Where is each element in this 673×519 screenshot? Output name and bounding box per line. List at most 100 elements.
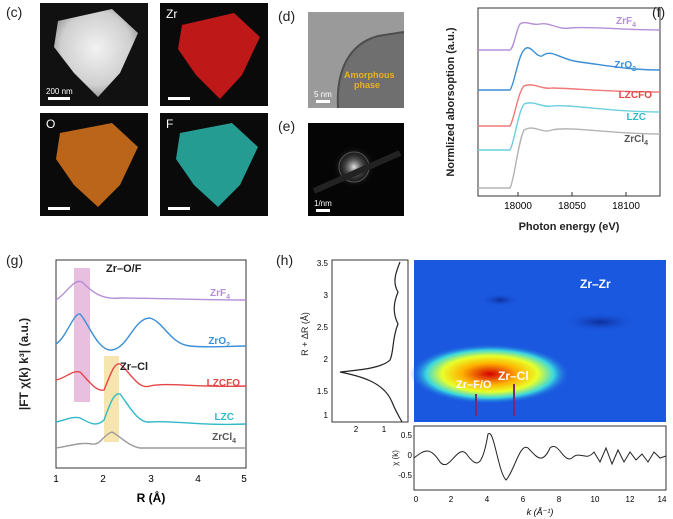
haadf-scalebar-text: 200 nm: [46, 87, 73, 96]
wt-yticks: 3.5 3 2.5 2 1.5 1: [317, 259, 329, 420]
wt-hotspot: [410, 344, 570, 404]
wt-ytick-35: 3.5: [317, 259, 329, 268]
xanes-legend-zro2: ZrO2: [614, 60, 636, 73]
wt-xtick-14: 14: [658, 495, 667, 504]
ft-legend-zro2: ZrO2: [208, 336, 230, 349]
o-map-label: O: [46, 117, 56, 131]
xanes-curve-zro2: [478, 47, 661, 91]
wt-chi-ytick-2: 0: [408, 451, 413, 460]
wt-ytick-3: 3: [324, 291, 329, 300]
wt-label-zrfo: Zr–F/O: [456, 379, 492, 391]
xanes-xticks: 18000 18050 18100: [504, 192, 640, 212]
amorphous-annotation-line2: phase: [354, 80, 381, 90]
haadf-particle: [54, 9, 138, 97]
xanes-tick-2: 18050: [558, 201, 586, 212]
wt-side-frame: [331, 259, 409, 423]
wt-chi-yticks: 0.5 0 -0.5: [398, 431, 412, 480]
panel-h-label: (h): [276, 252, 294, 268]
ft-xlabel: R (Å): [137, 490, 166, 505]
xanes-legend-lzcfo: LZCFO: [619, 90, 653, 101]
panel-e-label: (e): [278, 118, 296, 134]
panel-c-label: (c): [6, 4, 23, 20]
xanes-curve-zrf4: [478, 21, 661, 51]
panel-d-label: (d): [278, 8, 296, 24]
saed-image: 1/nm: [308, 123, 404, 216]
panel-g-label: (g): [6, 252, 24, 268]
wt-label-zrcl: Zr–Cl: [498, 369, 529, 383]
zr-map: Zr: [160, 3, 268, 106]
ft-tick-4: 4: [195, 474, 201, 485]
f-map-scalebar: [168, 207, 190, 210]
ft-ylabel: |FT χ(k) k³| (a.u.): [17, 318, 31, 410]
ft-curve-zrf4: [55, 280, 247, 301]
zr-cl-highlight: [104, 356, 119, 442]
ft-curve-lzc: [55, 393, 247, 426]
o-map-particle: [56, 123, 138, 207]
wt-chi-ylabel: χ (k): [391, 450, 400, 466]
ft-legend-lzcfo: LZCFO: [207, 378, 241, 389]
ft-curve-zrcl4: [55, 431, 246, 449]
ft-curves: [55, 280, 247, 449]
ft-xticks: 1 2 3 4 5: [53, 474, 247, 485]
zr-map-particle: [178, 13, 260, 99]
xanes-curves: [478, 21, 661, 189]
wt-ytick-15: 1.5: [317, 387, 329, 396]
zr-map-label: Zr: [166, 7, 178, 21]
xanes-tick-3: 18100: [612, 201, 640, 212]
o-map: O: [40, 113, 148, 216]
xanes-legend-lzc: LZC: [627, 112, 646, 123]
ft-tick-3: 3: [148, 474, 154, 485]
xanes-curve-zrcl4: [478, 127, 661, 189]
wt-ytick-1: 1: [324, 411, 329, 420]
ft-tick-2: 2: [100, 474, 106, 485]
xanes-curve-lzcfo: [478, 84, 661, 127]
ft-legend: ZrF4 ZrO2 LZCFO LZC ZrCl4: [207, 288, 241, 445]
ft-legend-zrcl4: ZrCl4: [212, 432, 236, 445]
wt-xtick-8: 8: [557, 495, 562, 504]
wt-label-zrzr: Zr–Zr: [580, 277, 611, 291]
xanes-frame: [477, 7, 661, 197]
ft-tick-1: 1: [53, 474, 59, 485]
f-map-label: F: [166, 117, 174, 131]
wt-xtick-0: 0: [414, 495, 419, 504]
wavelet-panel: R + ΔR (Å) 3.5 3 2.5 2 1.5 1 2 1 Zr–Zr Z…: [300, 259, 667, 517]
f-map-particle: [176, 123, 258, 207]
saed-pattern: [312, 145, 402, 194]
ft-annotation-zrof: Zr–O/F: [106, 263, 142, 275]
wt-side-tick-1: 1: [382, 425, 387, 434]
zr-of-highlight: [74, 268, 90, 402]
wt-blob-2: [560, 312, 640, 332]
wt-ytick-25: 2.5: [317, 323, 329, 332]
wt-ylabel: R + ΔR (Å): [300, 312, 310, 356]
o-map-scalebar: [48, 207, 70, 210]
xanes-chart: Normlized aborsoption (a.u.) Photon ener…: [445, 7, 661, 233]
wt-xtick-12: 12: [626, 495, 635, 504]
xanes-legend-zrcl4: ZrCl4: [624, 134, 648, 147]
wt-xtick-10: 10: [591, 495, 600, 504]
wt-blob-1: [480, 293, 520, 307]
hrtem-scalebar-text: 5 nm: [314, 90, 332, 99]
ft-frame: [55, 259, 247, 469]
wt-xticks: 0 2 4 6 8 10 12 14: [414, 495, 667, 504]
ft-legend-zrf4: ZrF4: [210, 288, 230, 301]
hrtem-image: Amorphous phase 5 nm: [308, 12, 404, 108]
hrtem-texture: [308, 12, 404, 108]
xanes-legend-zrf4: ZrF4: [616, 16, 636, 29]
wt-side-curve: [339, 261, 403, 423]
saed-scalebar: [316, 209, 330, 212]
haadf-image: 200 nm: [40, 3, 148, 106]
wt-chi-ytick-3: -0.5: [398, 471, 412, 480]
wt-xlabel: k (Å⁻¹): [527, 507, 554, 517]
f-map: F: [160, 113, 268, 216]
hrtem-scalebar: [316, 100, 330, 103]
amorphous-annotation-line1: Amorphous: [344, 70, 395, 80]
wt-chi-ytick-1: 0.5: [401, 431, 413, 440]
wt-side-tick-2: 2: [354, 425, 359, 434]
xanes-tick-1: 18000: [504, 201, 532, 212]
wt-xtick-4: 4: [485, 495, 490, 504]
zr-map-scalebar: [168, 97, 190, 100]
xanes-curve-lzc: [478, 102, 661, 151]
saed-scalebar-text: 1/nm: [314, 199, 332, 208]
ft-curve-zro2: [55, 313, 247, 351]
wt-xtick-2: 2: [449, 495, 454, 504]
